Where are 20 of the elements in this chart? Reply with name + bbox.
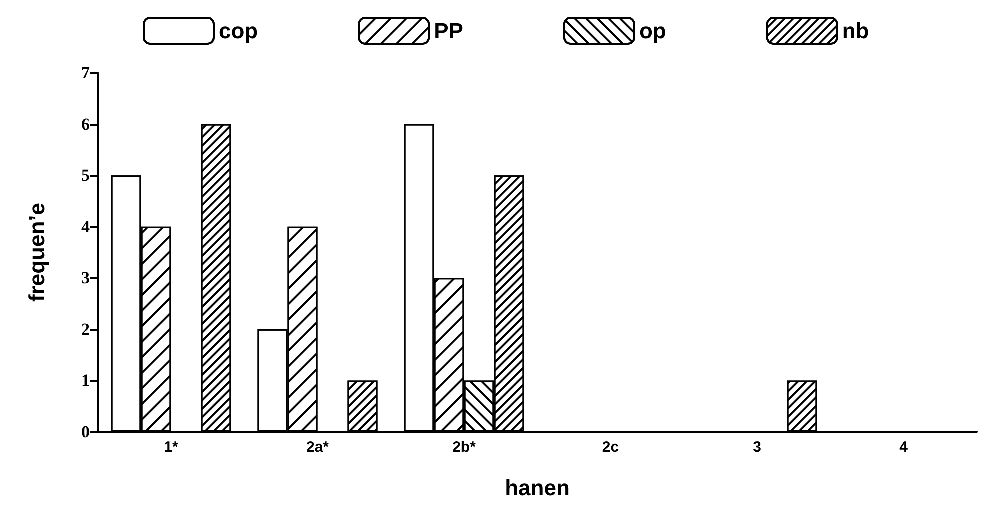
x-tick-label: 4 [900, 439, 909, 456]
y-tick-label: 3 [82, 268, 90, 288]
y-tick-label: 1 [82, 371, 90, 390]
legend-label: op [639, 18, 666, 44]
x-tick-label: 1* [164, 439, 178, 456]
x-tick-label: 2b* [452, 439, 476, 456]
x-tick-label: 2c [602, 439, 620, 456]
y-tick-label: 0 [82, 422, 90, 442]
x-axis-title: hanen [505, 476, 570, 500]
legend-label: PP [434, 18, 464, 44]
y-tick-label: 5 [82, 166, 90, 186]
y-axis-title: frequen’e [24, 202, 50, 302]
x-tick-label: 2a* [306, 439, 330, 456]
y-tick-label: 4 [82, 217, 90, 236]
y-tick-label: 2 [82, 320, 90, 339]
legend-label: cop [219, 18, 258, 44]
legend-label: nb [842, 18, 870, 44]
y-tick-label: 6 [82, 114, 90, 134]
x-tick-label: 3 [753, 439, 762, 456]
y-tick-label: 7 [82, 64, 90, 82]
